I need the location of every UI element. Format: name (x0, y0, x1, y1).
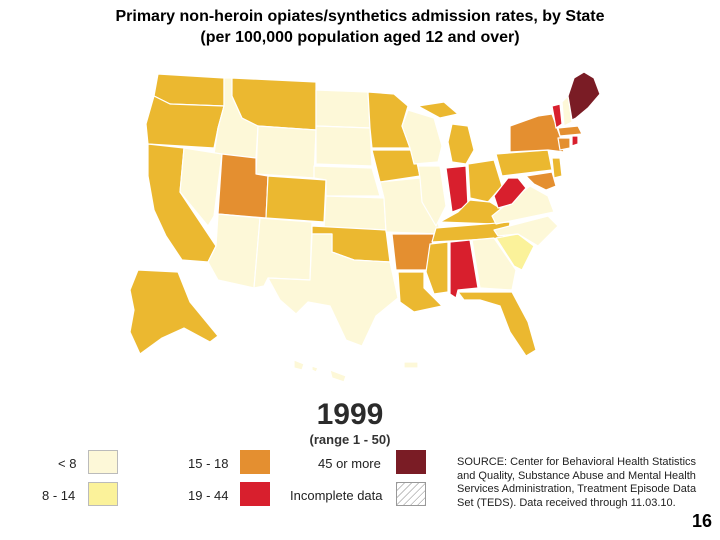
state-massachusetts (557, 125, 583, 137)
legend-swatch-19-44 (240, 482, 270, 506)
state-new-mexico (253, 217, 313, 289)
state-louisiana (397, 271, 443, 313)
state-pennsylvania (495, 149, 553, 177)
legend-swatch-8-14 (88, 482, 118, 506)
state-michigan-upper (417, 101, 459, 119)
us-states-map (129, 71, 601, 383)
state-new-jersey (551, 157, 563, 179)
map-year: 1999 (316, 398, 384, 431)
state-new-hampshire (561, 95, 573, 127)
state-west-virginia (493, 177, 527, 209)
state-north-carolina (493, 215, 559, 247)
legend-label-19-44: 19 - 44 (188, 488, 229, 503)
state-illinois (417, 165, 447, 227)
state-nevada (179, 147, 223, 227)
state-alabama (449, 239, 479, 299)
state-maine (567, 71, 601, 121)
state-wyoming (255, 125, 317, 179)
state-mississippi (425, 241, 449, 295)
state-vermont (551, 103, 563, 129)
state-texas (267, 233, 399, 347)
legend-label-lt8: < 8 (58, 456, 77, 471)
legend-swatch-lt8 (88, 450, 118, 474)
legend-label-incomplete: Incomplete data (290, 488, 383, 503)
state-north-dakota (315, 89, 371, 129)
state-rhode-island (571, 135, 579, 147)
legend-label-15-18: 15 - 18 (188, 456, 229, 471)
title-line-1: Primary non-heroin opiates/synthetics ad… (115, 8, 605, 25)
state-hawaii-2 (311, 365, 319, 373)
legend-label-45-plus: 45 or more (318, 456, 381, 471)
state-alaska (129, 269, 219, 355)
legend-swatch-incomplete (396, 482, 426, 506)
legend-label-8-14: 8 - 14 (42, 488, 76, 503)
state-arizona (207, 213, 261, 289)
page-number: 16 (691, 511, 712, 531)
state-michigan (447, 123, 475, 165)
legend-swatch-15-18 (240, 450, 270, 474)
territory-puerto-rico (403, 361, 419, 369)
state-colorado (265, 175, 327, 223)
state-hawaii (293, 359, 305, 371)
legend-swatch-45-plus (396, 450, 426, 474)
state-south-dakota (315, 125, 373, 167)
title-line-2: (per 100,000 population aged 12 and over… (200, 29, 520, 46)
chart-title: Primary non-heroin opiates/synthetics ad… (0, 6, 720, 48)
state-maryland (525, 171, 557, 191)
source-note: SOURCE: Center for Behavioral Health Sta… (457, 456, 697, 509)
state-connecticut (557, 137, 571, 151)
state-kansas (323, 195, 387, 231)
state-georgia (471, 237, 517, 291)
state-florida (457, 291, 537, 357)
map-range: (range 1 - 50) (309, 432, 391, 447)
state-hawaii-3 (329, 369, 347, 383)
state-wisconsin (401, 109, 443, 165)
